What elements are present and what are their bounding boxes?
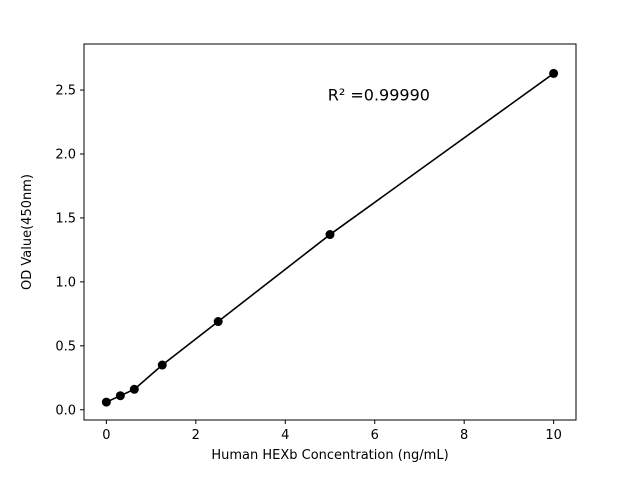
x-tick-label: 10 bbox=[545, 428, 562, 443]
data-point bbox=[325, 230, 335, 240]
y-tick-label: 2.5 bbox=[55, 84, 76, 99]
y-tick-label: 0.5 bbox=[55, 339, 76, 354]
x-tick-label: 2 bbox=[192, 428, 200, 443]
x-axis-label: Human HEXb Concentration (ng/mL) bbox=[211, 448, 448, 463]
plot-area-border bbox=[83, 43, 577, 421]
y-axis-label: OD Value(450nm) bbox=[20, 174, 35, 290]
data-point bbox=[115, 391, 125, 401]
data-point bbox=[129, 384, 139, 394]
y-tick-label: 2.0 bbox=[55, 147, 76, 162]
data-points bbox=[101, 68, 559, 407]
data-point bbox=[213, 317, 223, 327]
x-tick-label: 0 bbox=[102, 428, 110, 443]
data-point bbox=[549, 68, 559, 78]
x-tick-label: 4 bbox=[281, 428, 289, 443]
data-point bbox=[101, 397, 111, 407]
y-tick-label: 0.0 bbox=[55, 403, 76, 418]
data-point bbox=[157, 360, 167, 370]
y-tick-label: 1.0 bbox=[55, 275, 76, 290]
r-squared-annotation: R² =0.99990 bbox=[328, 85, 430, 104]
x-tick-label: 8 bbox=[460, 428, 468, 443]
y-tick-label: 1.5 bbox=[55, 211, 76, 226]
x-tick-label: 6 bbox=[371, 428, 379, 443]
axis-ticks: 0 2 4 6 8 10 0.0 0.5 1.0 1.5 2.0 2.5 bbox=[55, 84, 562, 443]
